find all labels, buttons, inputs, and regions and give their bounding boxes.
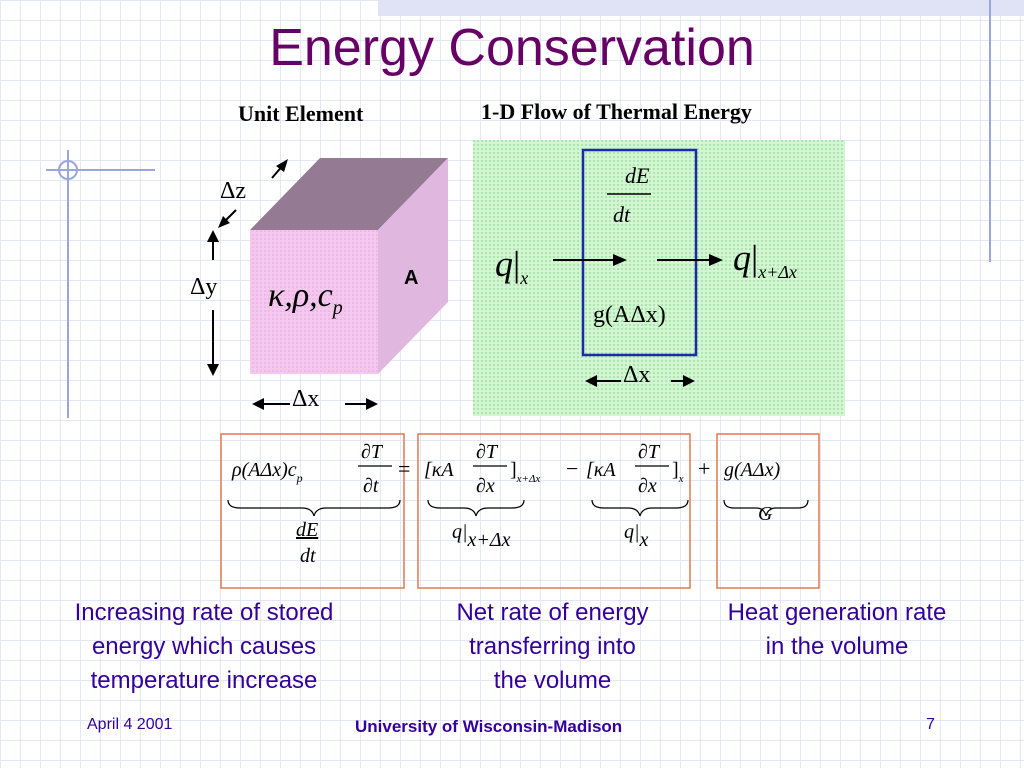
dx-arrow-left [252, 398, 264, 410]
flow-dx-arrow-right [683, 375, 695, 387]
caption-storage: Increasing rate of stored energy which c… [30, 596, 378, 698]
caption-transfer-line-2: transferring into [469, 633, 636, 660]
footer-date: April 4 2001 [87, 716, 173, 733]
generation-label: g(AΔx) [593, 302, 666, 328]
caption-transfer-line-3: the volume [493, 667, 612, 694]
term1-close: ]x+Δx [510, 459, 540, 485]
caption-generation-line-2: in the volume [765, 633, 909, 660]
dx-label: Δx [292, 386, 319, 412]
unit-element-diagram: κ,ρ,cp A Δz Δy Δx [190, 158, 448, 412]
equals-sign: = [398, 456, 410, 481]
lhs-term: ρ(AΔx)cp [231, 459, 303, 485]
footer-university: University of Wisconsin-Madison [355, 717, 623, 736]
caption-storage-line-1: Increasing rate of stored [74, 599, 334, 626]
term1-open: [κA [424, 459, 454, 481]
dE-label: dE [625, 163, 650, 188]
flow-background [473, 140, 845, 416]
thermal-flow-diagram: dE dt q|x q|x+Δx g(AΔx) Δx [473, 140, 845, 416]
term1-partialx: ∂x [476, 475, 495, 497]
cube-side-face [378, 158, 448, 374]
cube-top-face [250, 158, 448, 230]
term2-open: [κA [586, 459, 616, 481]
caption-storage-line-3: temperature increase [90, 667, 318, 694]
decor-circle [58, 160, 78, 180]
q-out-arrow [709, 254, 723, 266]
lhs-partialt: ∂t [363, 475, 379, 497]
energy-equation: ρ(AΔx)cp ∂T ∂t = [κA ∂T ∂x ]x+Δx − [κA ∂… [220, 433, 820, 589]
brace-G-label: G [758, 503, 773, 525]
lhs-partialT: ∂T [361, 441, 384, 463]
dy-label: Δy [190, 274, 217, 300]
flow-dx-label: Δx [623, 362, 650, 388]
top-decor-bar [378, 0, 1024, 16]
q-out-label: q|x+Δx [733, 238, 797, 282]
cube-face-label: A [404, 267, 418, 289]
term2-close: ]x [672, 459, 684, 485]
minus-sign: − [566, 456, 578, 481]
dt-label: dt [613, 202, 631, 227]
term2-partialx: ∂x [638, 475, 657, 497]
brace-q2-label: q|x [624, 521, 649, 551]
brace-storage [227, 499, 401, 517]
caption-storage-line-2: energy which causes [91, 633, 317, 660]
generation-term-box [716, 433, 820, 589]
brace-q1 [427, 499, 525, 517]
brace-G [723, 499, 809, 517]
term1-partialT: ∂T [476, 441, 499, 463]
dy-arrow-up [207, 230, 219, 242]
brace-q1-label: q|x+Δx [452, 521, 511, 551]
cube-properties: κ,ρ,cp [268, 277, 343, 319]
dx-arrow-right [366, 398, 378, 410]
storage-term-box [220, 433, 405, 589]
cube-front-face [250, 230, 378, 374]
term2-partialT: ∂T [638, 441, 661, 463]
brace-q2 [591, 499, 689, 517]
slide-number: 7 [926, 716, 935, 733]
gen-term: g(AΔx) [724, 459, 780, 481]
thermal-flow-heading: 1-D Flow of Thermal Energy [481, 99, 752, 124]
dz-label: Δz [220, 178, 246, 204]
q-in-label: q|x [495, 244, 528, 288]
brace-dt-label: dt [300, 545, 316, 567]
caption-generation: Heat generation rate in the volume [696, 596, 978, 664]
flow-dx-arrow-left [585, 375, 597, 387]
caption-generation-line-1: Heat generation rate [727, 599, 947, 626]
q-in-arrow [613, 254, 627, 266]
slide-title: Energy Conservation [269, 19, 755, 77]
caption-transfer-line-1: Net rate of energy [456, 599, 649, 626]
control-volume-box [581, 148, 698, 357]
brace-dE-label: dE [296, 519, 318, 541]
dy-arrow-down [207, 364, 219, 376]
transfer-term-box [417, 433, 691, 589]
unit-element-heading: Unit Element [238, 101, 364, 126]
plus-sign: + [698, 456, 710, 481]
caption-transfer: Net rate of energy transferring into the… [420, 596, 685, 698]
